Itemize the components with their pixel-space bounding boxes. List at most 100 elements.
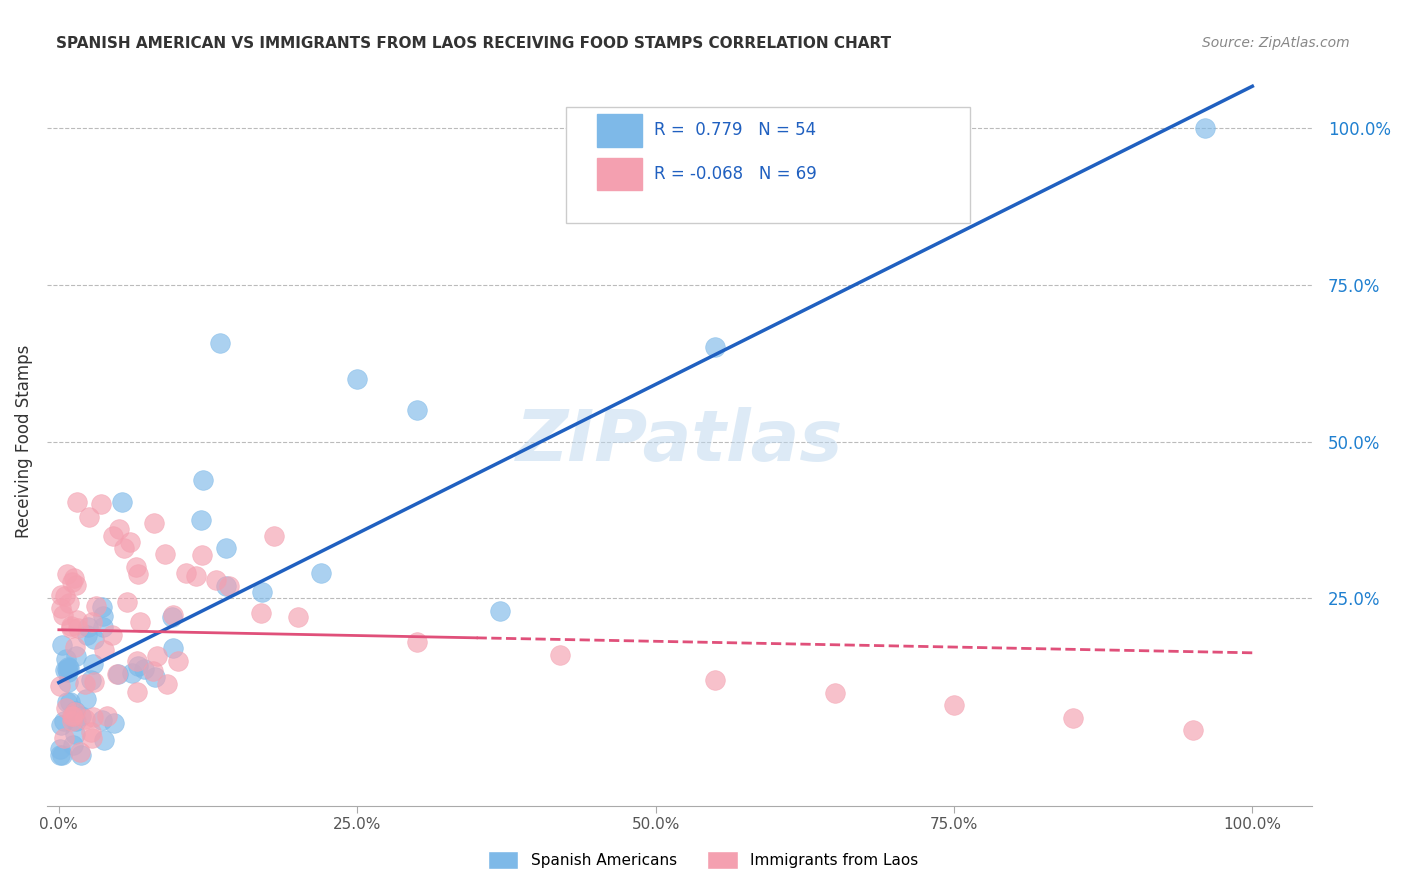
Point xyxy=(208,336,231,351)
Point xyxy=(56,665,79,680)
Point xyxy=(120,535,142,549)
Point xyxy=(824,685,846,699)
Point xyxy=(53,589,76,603)
Point xyxy=(191,473,214,487)
Point xyxy=(184,568,207,582)
Point xyxy=(1194,120,1216,135)
Point xyxy=(52,607,75,622)
Point xyxy=(75,692,97,706)
Point xyxy=(59,619,82,633)
Point xyxy=(107,522,129,536)
Point xyxy=(160,610,183,624)
Point xyxy=(103,715,125,730)
Point xyxy=(65,649,87,664)
Bar xyxy=(598,114,641,146)
Point xyxy=(162,641,184,656)
Point xyxy=(58,659,80,673)
Point xyxy=(69,709,91,723)
Point xyxy=(125,685,148,699)
Point xyxy=(62,738,84,752)
Point xyxy=(250,606,273,620)
Point xyxy=(49,679,72,693)
Point xyxy=(65,704,87,718)
Point xyxy=(311,566,333,581)
Point xyxy=(53,731,76,745)
Point xyxy=(51,638,73,652)
Text: ZIPatlas: ZIPatlas xyxy=(516,407,844,476)
Point xyxy=(77,509,100,524)
Point xyxy=(90,497,112,511)
Point xyxy=(111,495,134,509)
Point xyxy=(143,670,166,684)
FancyBboxPatch shape xyxy=(565,106,970,223)
Point xyxy=(114,541,136,556)
Point xyxy=(82,731,104,745)
Point xyxy=(70,748,93,763)
Point xyxy=(142,665,165,679)
Point xyxy=(1181,723,1204,738)
Point xyxy=(55,652,77,666)
Point xyxy=(80,615,103,630)
Point xyxy=(65,727,87,741)
Legend: Spanish Americans, Immigrants from Laos: Spanish Americans, Immigrants from Laos xyxy=(482,845,924,875)
Point xyxy=(60,714,83,728)
Point xyxy=(49,741,72,756)
Point xyxy=(162,608,184,623)
Point xyxy=(73,676,96,690)
Point xyxy=(215,541,238,556)
Point xyxy=(66,614,89,628)
Point xyxy=(58,675,80,690)
Point xyxy=(91,599,114,614)
Text: SPANISH AMERICAN VS IMMIGRANTS FROM LAOS RECEIVING FOOD STAMPS CORRELATION CHART: SPANISH AMERICAN VS IMMIGRANTS FROM LAOS… xyxy=(56,36,891,51)
Point xyxy=(704,673,727,687)
Point xyxy=(250,585,273,599)
Point xyxy=(101,627,124,641)
Point xyxy=(105,667,128,681)
Point xyxy=(69,745,91,759)
Point xyxy=(67,621,90,635)
Text: Source: ZipAtlas.com: Source: ZipAtlas.com xyxy=(1202,36,1350,50)
Point xyxy=(49,601,72,615)
Point xyxy=(218,579,240,593)
Point xyxy=(51,748,73,763)
Point xyxy=(49,718,72,732)
Point xyxy=(58,596,80,610)
Point xyxy=(406,403,429,417)
Point xyxy=(204,573,226,587)
Point xyxy=(62,708,84,723)
Point xyxy=(127,566,149,581)
Point xyxy=(215,579,238,593)
Point xyxy=(84,599,107,614)
Point xyxy=(80,673,103,687)
Point xyxy=(121,665,143,680)
Bar xyxy=(598,158,641,190)
Point xyxy=(60,621,83,635)
Point xyxy=(63,640,86,654)
Point xyxy=(129,615,152,630)
Point xyxy=(63,705,86,719)
Point xyxy=(49,748,72,763)
Point xyxy=(80,725,103,739)
Point xyxy=(93,643,115,657)
Point xyxy=(83,632,105,647)
Point xyxy=(93,609,115,624)
Point xyxy=(65,714,87,729)
Point xyxy=(55,701,77,715)
Point xyxy=(125,560,148,574)
Y-axis label: Receiving Food Stamps: Receiving Food Stamps xyxy=(15,345,32,538)
Point xyxy=(143,516,166,530)
Point xyxy=(155,547,177,561)
Point xyxy=(704,340,727,354)
Point xyxy=(132,662,155,676)
Point xyxy=(52,714,75,728)
Point xyxy=(190,513,212,527)
Point xyxy=(60,708,83,723)
Point xyxy=(156,677,179,691)
Point xyxy=(107,666,129,681)
Point xyxy=(65,578,87,592)
Point xyxy=(174,566,197,580)
Point xyxy=(56,567,79,582)
Point xyxy=(145,649,167,664)
Point xyxy=(53,664,76,678)
Point xyxy=(82,710,104,724)
